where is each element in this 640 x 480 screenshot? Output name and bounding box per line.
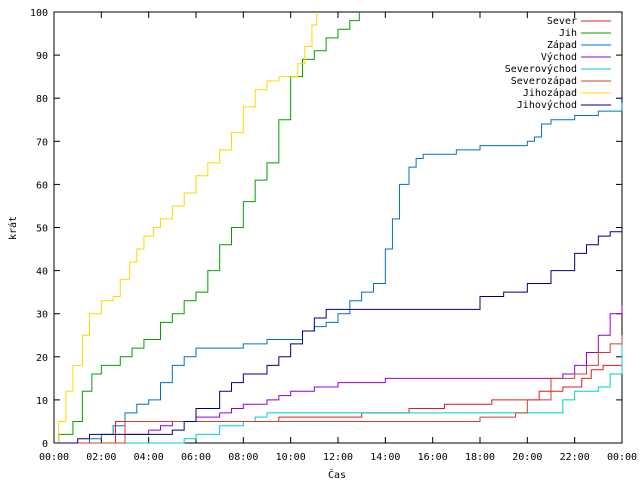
legend-label: Východ: [541, 51, 577, 63]
y-axis-title: krát: [7, 216, 19, 240]
y-tick-label: 50: [36, 224, 48, 235]
y-tick-label: 90: [36, 51, 48, 62]
series-line-4: [54, 339, 623, 444]
x-tick-label: 04:00: [134, 452, 164, 463]
y-tick-label: 30: [36, 310, 48, 321]
x-tick-label: 00:00: [607, 452, 637, 463]
x-tick-label: 02:00: [86, 452, 116, 463]
y-tick-label: 10: [36, 396, 48, 407]
legend-label: Severovýchod: [505, 63, 577, 75]
x-tick-label: 06:00: [181, 452, 211, 463]
legend-label: Jihovýchod: [517, 99, 577, 111]
legend-label: Severozápad: [511, 75, 577, 87]
y-tick-label: 100: [30, 8, 48, 19]
legend-label: Jihozápad: [523, 87, 577, 99]
series-line-1: [54, 12, 360, 444]
x-axis-title: Čas: [328, 468, 346, 480]
legend-label: Západ: [547, 39, 577, 51]
series-line-2: [54, 102, 623, 444]
series-layer: [54, 12, 623, 444]
y-tick-label: 60: [36, 180, 48, 191]
y-tick-label: 70: [36, 137, 48, 148]
x-tick-label: 22:00: [560, 452, 590, 463]
y-tick-label: 20: [36, 353, 48, 364]
series-line-7: [54, 231, 622, 444]
series-line-6: [54, 12, 318, 444]
x-tick-label: 16:00: [418, 452, 448, 463]
series-line-5: [54, 335, 623, 444]
x-tick-label: 08:00: [228, 452, 258, 463]
x-tick-label: 14:00: [370, 452, 400, 463]
legend-label: Jih: [559, 28, 577, 39]
series-line-3: [54, 305, 623, 444]
x-tick-label: 12:00: [323, 452, 353, 463]
x-tick-label: 20:00: [512, 452, 542, 463]
legend-label: Sever: [547, 16, 577, 27]
x-tick-label: 10:00: [276, 452, 306, 463]
x-tick-label: 00:00: [39, 452, 69, 463]
y-tick-label: 0: [42, 439, 48, 450]
y-tick-label: 80: [36, 94, 48, 105]
x-tick-label: 18:00: [465, 452, 495, 463]
y-axis: 0 10 20 30 40 50 60 70 80 90 100: [30, 8, 622, 450]
x-axis: 00:00 02:00 04:00 06:00 08:00 10:00 12:00 14:00…: [39, 12, 637, 463]
y-tick-label: 40: [36, 267, 48, 278]
legend: SeverJihZápadVýchodSeverovýchodSeverozáp…: [505, 16, 611, 111]
